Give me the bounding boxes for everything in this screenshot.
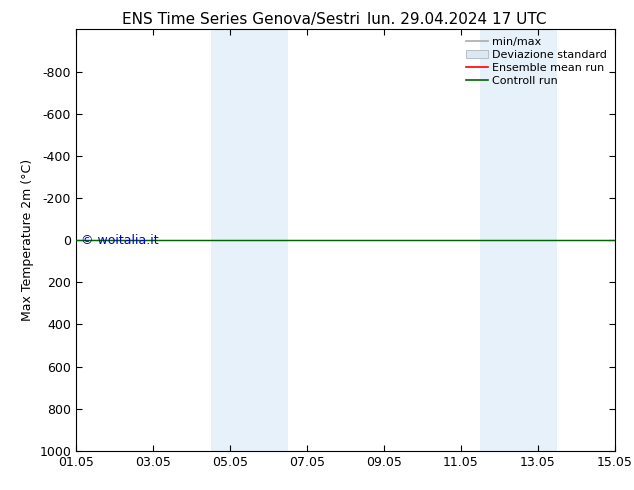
- Text: ENS Time Series Genova/Sestri: ENS Time Series Genova/Sestri: [122, 12, 360, 27]
- Y-axis label: Max Temperature 2m (°C): Max Temperature 2m (°C): [21, 159, 34, 321]
- Bar: [480, 29, 507, 451]
- Legend: min/max, Deviazione standard, Ensemble mean run, Controll run: min/max, Deviazione standard, Ensemble m…: [463, 35, 609, 88]
- Text: lun. 29.04.2024 17 UTC: lun. 29.04.2024 17 UTC: [366, 12, 547, 27]
- Text: © woitalia.it: © woitalia.it: [81, 234, 159, 247]
- Bar: [238, 29, 288, 451]
- Bar: [210, 29, 238, 451]
- Bar: [507, 29, 557, 451]
